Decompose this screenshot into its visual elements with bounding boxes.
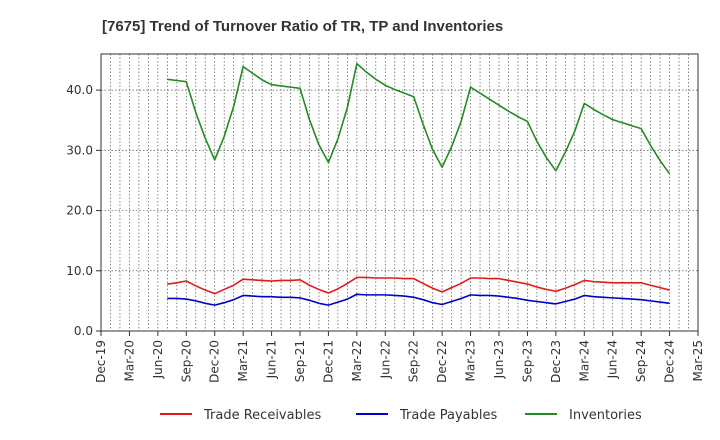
x-tick-label: Mar-23	[464, 340, 478, 381]
x-tick-label: Sep-20	[179, 340, 193, 382]
legend-item: Trade Receivables	[160, 408, 321, 423]
chart-title: [7675] Trend of Turnover Ratio of TR, TP…	[102, 18, 503, 35]
x-axis: Dec-19 Mar-20 Jun-20 Sep-20 Dec-20 Mar-21 Jun-…	[94, 331, 705, 383]
x-tick-label: Sep-23	[520, 340, 534, 382]
x-tick-label: Mar-22	[350, 340, 364, 381]
x-tick-label: Mar-24	[577, 340, 591, 381]
series-layer	[167, 62, 671, 306]
x-tick-label: Dec-24	[663, 340, 677, 383]
legend: Trade Receivables Trade Payables Inventori…	[160, 408, 642, 423]
y-tick-label: 0.0	[74, 324, 93, 338]
x-tick-label: Jun-21	[265, 340, 279, 379]
grid-layer	[101, 54, 698, 332]
x-tick-label: Sep-24	[634, 340, 648, 382]
x-tick-label: Mar-21	[236, 340, 250, 381]
legend-item: Trade Payables	[356, 408, 497, 423]
x-tick-label: Jun-20	[151, 340, 165, 379]
x-tick-label: Jun-23	[492, 340, 506, 379]
x-tick-label: Jun-22	[378, 340, 392, 379]
series-line-trade-receivables	[167, 276, 670, 295]
series-line-trade-payables	[167, 293, 670, 306]
y-tick-label: 30.0	[66, 143, 93, 157]
legend-label: Trade Receivables	[203, 408, 321, 423]
x-tick-label: Dec-23	[549, 340, 563, 383]
y-tick-label: 40.0	[66, 83, 93, 97]
legend-label: Trade Payables	[399, 408, 497, 423]
x-tick-label: Dec-21	[321, 340, 335, 383]
x-tick-label: Mar-20	[122, 340, 136, 381]
x-tick-label: Sep-21	[293, 340, 307, 382]
x-tick-label: Dec-20	[208, 340, 222, 383]
x-tick-label: Mar-25	[691, 340, 705, 381]
y-tick-label: 20.0	[66, 204, 93, 218]
plot-area	[100, 53, 699, 332]
y-tick-label: 10.0	[66, 264, 93, 278]
series-line-inventories	[167, 62, 671, 175]
x-tick-label: Dec-19	[94, 340, 108, 383]
legend-label: Inventories	[569, 408, 642, 423]
x-tick-label: Dec-22	[435, 340, 449, 383]
legend-item: Inventories	[525, 408, 642, 423]
x-tick-label: Sep-22	[407, 340, 421, 382]
y-axis: 0.0 10.0 20.0 30.0 40.0	[66, 83, 101, 338]
x-tick-label: Jun-24	[606, 340, 620, 379]
